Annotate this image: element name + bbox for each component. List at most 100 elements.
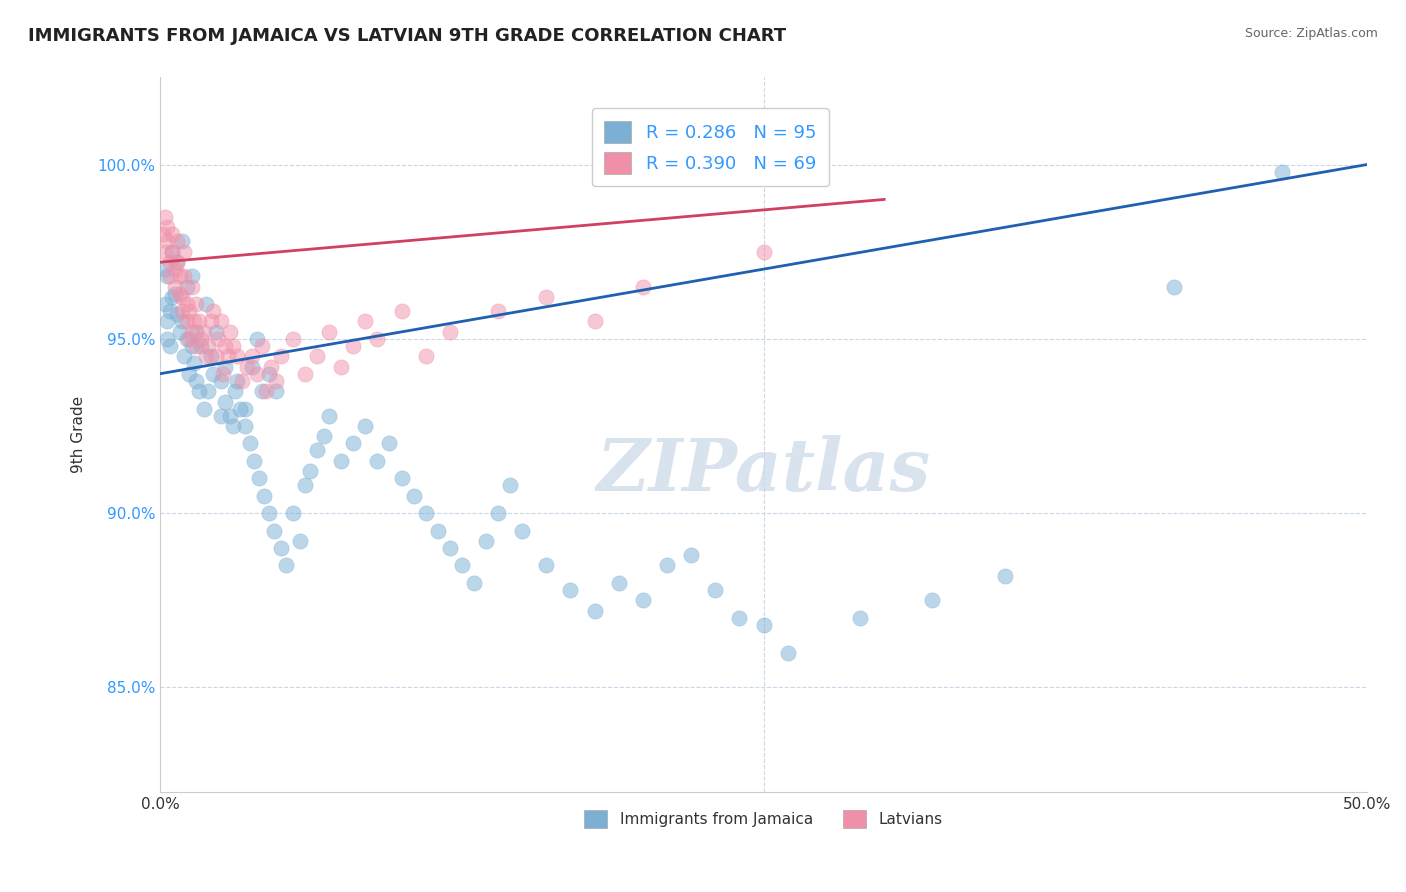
Point xyxy=(186,297,208,311)
Point xyxy=(179,304,201,318)
Point xyxy=(294,478,316,492)
Point xyxy=(486,304,509,318)
Point xyxy=(486,506,509,520)
Point xyxy=(254,384,277,398)
Point xyxy=(224,384,246,398)
Point xyxy=(153,262,176,277)
Point xyxy=(510,524,533,538)
Point xyxy=(536,290,558,304)
Point xyxy=(195,349,218,363)
Point xyxy=(166,255,188,269)
Point xyxy=(281,506,304,520)
Point xyxy=(195,297,218,311)
Point xyxy=(180,269,202,284)
Point xyxy=(176,314,198,328)
Point xyxy=(298,464,321,478)
Point xyxy=(240,349,263,363)
Point xyxy=(163,279,186,293)
Point xyxy=(226,349,249,363)
Point xyxy=(475,534,498,549)
Point xyxy=(156,269,179,284)
Point xyxy=(159,304,181,318)
Point xyxy=(190,332,212,346)
Point xyxy=(193,401,215,416)
Point xyxy=(849,610,872,624)
Point xyxy=(163,286,186,301)
Point xyxy=(202,304,225,318)
Point xyxy=(162,290,184,304)
Point xyxy=(463,575,485,590)
Point xyxy=(186,339,208,353)
Point xyxy=(162,244,184,259)
Point xyxy=(450,558,472,573)
Point xyxy=(274,558,297,573)
Point xyxy=(354,314,377,328)
Point xyxy=(169,325,191,339)
Point xyxy=(190,339,212,353)
Point xyxy=(681,548,703,562)
Point xyxy=(187,314,209,328)
Point xyxy=(704,582,727,597)
Point xyxy=(200,349,222,363)
Point xyxy=(257,506,280,520)
Point xyxy=(153,210,176,224)
Point xyxy=(402,489,425,503)
Point xyxy=(180,325,202,339)
Point xyxy=(921,593,943,607)
Point xyxy=(378,436,401,450)
Point xyxy=(156,234,179,248)
Point xyxy=(330,454,353,468)
Point xyxy=(159,339,181,353)
Point xyxy=(170,290,193,304)
Point xyxy=(366,454,388,468)
Point xyxy=(257,367,280,381)
Point xyxy=(214,359,236,374)
Point xyxy=(330,359,353,374)
Point xyxy=(187,384,209,398)
Point xyxy=(439,325,461,339)
Point xyxy=(207,332,229,346)
Point xyxy=(246,332,269,346)
Point xyxy=(631,279,654,293)
Point xyxy=(583,314,606,328)
Point xyxy=(415,506,437,520)
Point xyxy=(307,443,329,458)
Point xyxy=(159,269,181,284)
Point xyxy=(250,384,273,398)
Point xyxy=(631,593,654,607)
Point xyxy=(231,374,253,388)
Point xyxy=(219,325,242,339)
Point xyxy=(236,359,259,374)
Point xyxy=(180,339,202,353)
Point xyxy=(170,314,193,328)
Point xyxy=(752,617,775,632)
Point xyxy=(173,349,195,363)
Point xyxy=(166,308,188,322)
Point xyxy=(318,409,340,423)
Text: IMMIGRANTS FROM JAMAICA VS LATVIAN 9TH GRADE CORRELATION CHART: IMMIGRANTS FROM JAMAICA VS LATVIAN 9TH G… xyxy=(28,27,786,45)
Point xyxy=(233,419,256,434)
Point xyxy=(1271,164,1294,178)
Text: ZIPatlas: ZIPatlas xyxy=(596,435,931,506)
Point xyxy=(156,332,179,346)
Point xyxy=(204,325,226,339)
Point xyxy=(391,304,413,318)
Point xyxy=(152,227,174,242)
Point xyxy=(1163,279,1185,293)
Point xyxy=(214,394,236,409)
Point xyxy=(176,297,198,311)
Point xyxy=(366,332,388,346)
Point xyxy=(439,541,461,555)
Point xyxy=(499,478,522,492)
Point xyxy=(221,339,243,353)
Point xyxy=(183,314,205,328)
Point xyxy=(173,244,195,259)
Point xyxy=(162,244,184,259)
Point xyxy=(156,220,179,235)
Point xyxy=(209,374,232,388)
Point xyxy=(281,332,304,346)
Point xyxy=(250,339,273,353)
Point xyxy=(209,314,232,328)
Point xyxy=(776,646,799,660)
Point xyxy=(176,279,198,293)
